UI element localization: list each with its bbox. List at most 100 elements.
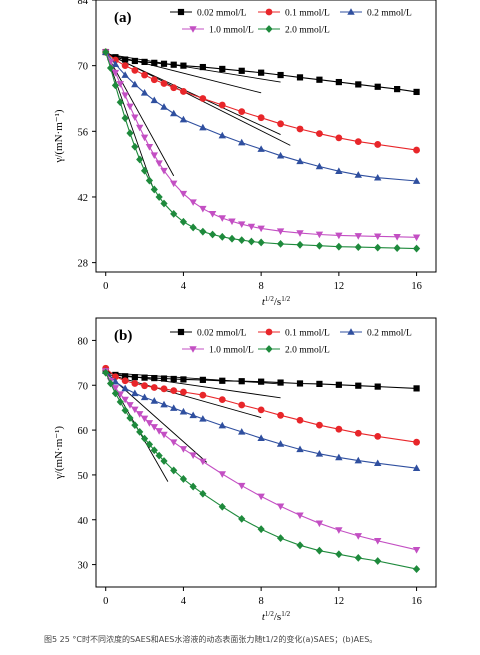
- data-point: [257, 525, 265, 534]
- data-point: [116, 397, 124, 406]
- data-point: [199, 227, 207, 236]
- data-point: [296, 125, 304, 133]
- data-point: [199, 95, 207, 102]
- data-point: [126, 103, 134, 111]
- legend-label: 2.0 mmol/L: [285, 346, 330, 356]
- data-point: [315, 241, 324, 250]
- data-point: [257, 145, 265, 152]
- panel-label: (a): [114, 10, 132, 26]
- series-line: [105, 370, 417, 551]
- data-point: [141, 374, 148, 381]
- data-point: [296, 240, 304, 249]
- data-point: [111, 81, 120, 90]
- data-point: [238, 236, 246, 245]
- data-point: [296, 74, 304, 81]
- data-point: [208, 211, 217, 218]
- data-point: [374, 383, 381, 390]
- data-point: [111, 69, 120, 77]
- data-point: [258, 69, 265, 76]
- legend-marker: [177, 8, 185, 16]
- data-point: [150, 76, 158, 84]
- data-point: [126, 402, 134, 409]
- x-tick-label: 8: [259, 281, 264, 292]
- data-point: [296, 230, 304, 237]
- data-point: [170, 387, 178, 395]
- data-point: [296, 380, 304, 387]
- data-point: [189, 199, 197, 206]
- data-point: [140, 166, 149, 175]
- y-tick-label: 42: [78, 193, 89, 204]
- data-point: [170, 466, 178, 475]
- data-point: [218, 131, 226, 139]
- data-point: [160, 167, 168, 175]
- data-point: [354, 138, 362, 146]
- data-point: [296, 512, 304, 520]
- data-point: [277, 411, 284, 419]
- data-series: [102, 48, 421, 253]
- y-tick-label: 56: [78, 127, 89, 138]
- legend-label: 1.0 mmol/L: [209, 26, 254, 36]
- data-point: [355, 382, 362, 389]
- data-point: [218, 502, 226, 511]
- y-tick-label: 70: [78, 62, 89, 73]
- data-point: [170, 439, 178, 446]
- data-point: [238, 378, 245, 385]
- data-point: [189, 223, 197, 232]
- data-point: [238, 401, 246, 409]
- data-point: [179, 190, 188, 198]
- data-point: [354, 456, 362, 464]
- data-point: [121, 377, 129, 385]
- legend-label: 2.0 mmol/L: [285, 26, 330, 36]
- tangent-line: [105, 372, 208, 463]
- data-point: [335, 242, 343, 251]
- data-point: [257, 434, 265, 441]
- data-point: [277, 379, 284, 386]
- data-point: [354, 171, 362, 178]
- data-point: [180, 376, 187, 383]
- figure-caption: 图5 25 °C时不同浓度的SAES和AES水溶液的动态表面张力随t1/2的变化…: [44, 635, 378, 644]
- x-tick-label: 0: [103, 596, 108, 607]
- data-point: [179, 407, 188, 415]
- data-point: [218, 232, 226, 241]
- data-point: [111, 385, 120, 392]
- data-point: [180, 62, 187, 69]
- data-point: [238, 221, 246, 228]
- data-point: [155, 193, 163, 201]
- legend-label: 0.02 mmol/L: [197, 329, 247, 339]
- legend-marker: [177, 328, 185, 336]
- data-point: [335, 381, 342, 388]
- data-point: [228, 218, 236, 226]
- data-point: [276, 534, 285, 543]
- data-point: [316, 76, 323, 83]
- data-point: [131, 114, 139, 122]
- data-point: [208, 230, 217, 239]
- data-point: [180, 88, 187, 95]
- data-point: [413, 385, 420, 392]
- data-point: [160, 103, 168, 110]
- data-point: [354, 429, 362, 437]
- data-point: [296, 445, 304, 453]
- x-axis-label-part: t: [262, 611, 266, 623]
- data-point: [374, 432, 382, 440]
- data-point: [180, 388, 187, 396]
- x-tick-label: 16: [411, 281, 422, 292]
- data-series: [102, 48, 420, 96]
- data-point: [131, 406, 139, 414]
- data-series: [102, 368, 421, 573]
- data-point: [121, 62, 129, 70]
- data-point: [170, 180, 178, 188]
- data-point: [199, 415, 207, 422]
- tangent-line: [105, 53, 262, 94]
- data-point: [374, 141, 382, 148]
- data-point: [354, 243, 362, 252]
- data-point: [189, 411, 197, 419]
- data-point: [136, 427, 144, 436]
- data-series: [102, 367, 421, 471]
- data-series: [102, 364, 420, 446]
- x-axis-label-part: 1/2: [265, 610, 274, 618]
- data-point: [413, 146, 420, 154]
- data-point: [160, 375, 168, 382]
- x-axis-label: t1/2/s1/2: [262, 295, 291, 308]
- legend-label: 0.02 mmol/L: [197, 9, 247, 19]
- data-point: [179, 475, 188, 483]
